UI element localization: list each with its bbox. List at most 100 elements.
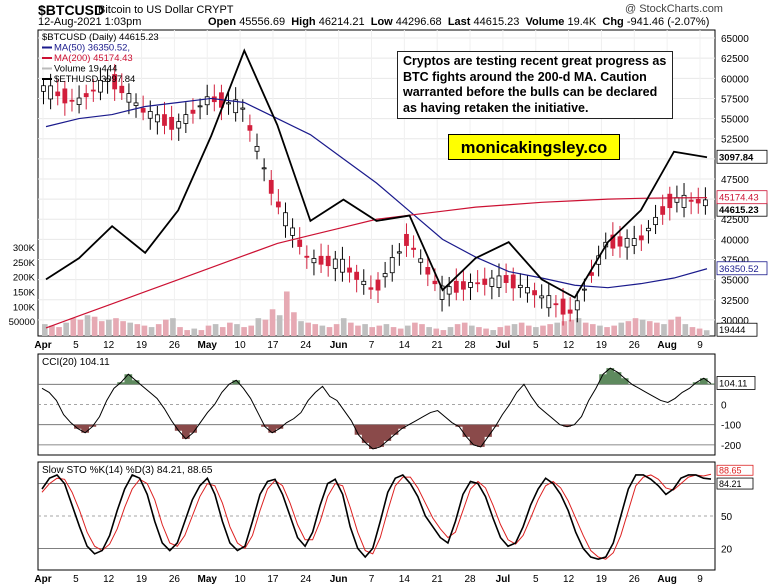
time-tick-label: 19 [136, 340, 148, 351]
volume-tick-label: 100K [13, 302, 36, 313]
time-tick-label: 26 [629, 340, 641, 351]
candle-body [382, 273, 388, 278]
time-tick-label: Jul [496, 340, 511, 351]
time-tick-label-lower: Jul [496, 574, 511, 585]
candle-body [119, 85, 125, 94]
cci-overbought-fill [117, 368, 715, 385]
candle-body [162, 114, 167, 126]
candle-body [361, 280, 367, 286]
volume-bar [654, 322, 660, 336]
sto-k-marker-label: 84.21 [719, 479, 742, 489]
time-tick-label-lower: Apr [34, 574, 51, 585]
candle-body [290, 227, 295, 236]
volume-marker-label: 19444 [719, 325, 745, 336]
candle-body [204, 96, 210, 106]
candle-body [183, 114, 189, 124]
volume-bar [120, 321, 126, 336]
price-tick-label: 47500 [721, 175, 749, 186]
time-tick-label: 24 [300, 340, 312, 351]
price-marker-label: 45174.43 [719, 193, 759, 204]
sto-k-marker-box [716, 477, 754, 490]
volume-bar [219, 327, 226, 336]
volume-bar [70, 318, 77, 336]
candle-body [311, 258, 317, 264]
time-tick-label: 19 [596, 340, 608, 351]
cci-tick-label: -100 [721, 421, 741, 432]
candle-body [254, 145, 260, 152]
candle-body [560, 298, 566, 315]
candle-body [667, 193, 673, 209]
volume-value: 19.4K [567, 16, 597, 28]
candle-body [660, 206, 666, 215]
candle-body [297, 239, 303, 247]
time-tick-label-lower: 14 [399, 574, 411, 585]
volume-bar [646, 321, 653, 336]
candle-body [574, 300, 580, 311]
volume-bar [696, 328, 703, 336]
candle-body [624, 237, 630, 248]
brand-watermark: monicakingsley.co [448, 134, 620, 160]
candle-body [631, 238, 637, 246]
time-tick-label-lower: May [198, 574, 218, 585]
time-tick-label: 7 [369, 340, 375, 351]
volume-bar [241, 327, 247, 336]
cci-tick-label: -200 [721, 441, 741, 452]
time-tick-label-lower: 19 [596, 574, 608, 585]
volume-bar [412, 322, 418, 336]
volume-bar [547, 324, 553, 336]
price-tick-label: 42500 [721, 215, 749, 226]
candle-body [340, 258, 345, 273]
volume-bar [497, 327, 504, 336]
time-tick-label: Apr [34, 340, 51, 351]
volume-bar [597, 325, 603, 336]
volume-bar [355, 325, 361, 336]
time-tick-label-lower: Jun [330, 574, 348, 585]
volume-bar [98, 321, 105, 336]
volume-bar [212, 324, 219, 336]
candle-body [283, 212, 288, 227]
volume-bar [42, 324, 48, 336]
time-tick-label-lower: 10 [235, 574, 247, 585]
volume-bar [476, 327, 482, 336]
candle-body [154, 114, 160, 123]
time-tick-label-lower: 24 [300, 574, 312, 585]
time-tick-label-lower: 9 [697, 574, 703, 585]
candle-body [197, 105, 203, 108]
candle-body [482, 278, 488, 285]
cci-marker-label: 104.11 [719, 378, 747, 389]
candle-body [55, 91, 61, 97]
volume-bar [590, 324, 596, 336]
volume-bar [348, 322, 354, 336]
candle-body [105, 78, 110, 82]
volume-bar [561, 321, 568, 336]
candle-body [396, 251, 402, 254]
volume-bar [276, 315, 283, 336]
time-tick-label: 21 [432, 340, 444, 351]
candle-body [389, 257, 395, 274]
volume-bar [319, 325, 326, 336]
cci-oversold-fill [74, 424, 571, 449]
volume-bar [504, 325, 511, 336]
volume-bar [511, 324, 518, 336]
candle-body [461, 281, 466, 290]
legend-entry: MA(50) 36350.52, [54, 43, 130, 54]
volume-bar [461, 322, 468, 336]
volume-bar [433, 328, 440, 336]
time-tick-label-lower: Aug [657, 574, 676, 585]
volume-bar [604, 327, 610, 336]
volume-tick-label: 300K [13, 243, 36, 254]
candle-body [41, 85, 46, 92]
time-tick-label: 9 [697, 340, 703, 351]
volume-bar [106, 319, 112, 336]
candle-body [268, 179, 274, 194]
volume-bar [397, 328, 404, 336]
volume-bar [675, 316, 682, 336]
time-tick-label-lower: 5 [533, 574, 539, 585]
volume-bar [127, 322, 134, 336]
candle-body [702, 199, 708, 207]
volume-bar [269, 309, 276, 336]
eth-overlay-line [45, 48, 708, 299]
candle-body [510, 274, 516, 289]
candle-body [318, 255, 324, 265]
volume-bar [639, 319, 646, 336]
